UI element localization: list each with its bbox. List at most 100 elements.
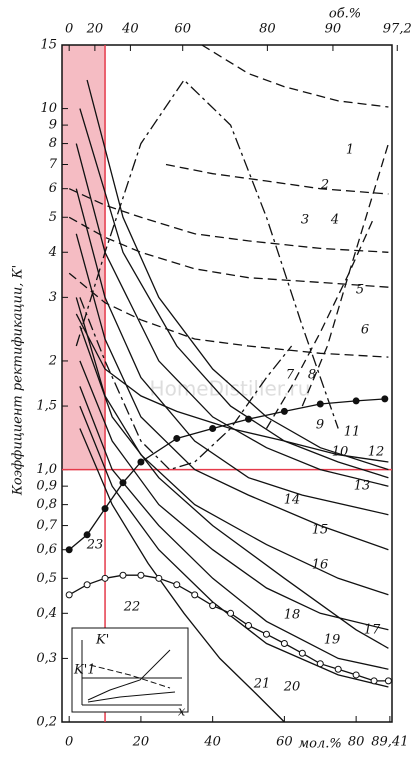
curve-label: 1 <box>346 143 354 158</box>
curve <box>165 163 389 195</box>
curve-label: 8 <box>308 368 316 383</box>
y-tick-label: 0,2 <box>36 715 57 730</box>
curve-label: 19 <box>324 633 341 648</box>
point <box>101 505 109 513</box>
curve <box>79 386 389 670</box>
inset-curve <box>87 691 176 703</box>
point <box>334 665 342 673</box>
point <box>209 424 217 432</box>
curve-label: 9 <box>316 418 324 433</box>
point <box>137 458 145 466</box>
curve-label: 13 <box>354 479 371 494</box>
curve <box>79 108 389 479</box>
curve-label: 20 <box>283 680 301 695</box>
inset-curve <box>87 649 171 701</box>
x2-tick-label: 40 <box>121 22 139 37</box>
x-tick-label: 0 <box>65 735 73 750</box>
x2-tick-label: 97,2 <box>383 22 411 37</box>
x2-tick-label: 80 <box>259 22 276 37</box>
x-tick-label: 89,41 <box>371 735 408 750</box>
curve <box>79 405 389 688</box>
x2-axis-label: об.% <box>329 7 361 22</box>
point <box>173 434 181 442</box>
y-tick-label: 7 <box>49 157 58 172</box>
point <box>381 395 389 403</box>
y-tick-label: 9 <box>49 118 57 133</box>
point <box>384 677 392 685</box>
y-tick-label: 3 <box>49 290 57 305</box>
curve-label: 11 <box>344 425 361 440</box>
curve <box>201 44 389 108</box>
point <box>119 571 127 579</box>
curve-label: 18 <box>284 608 301 623</box>
x2-tick-label: 60 <box>174 22 191 37</box>
curve <box>68 188 389 253</box>
point <box>83 581 91 589</box>
point <box>65 591 73 599</box>
x2-tick-label: 20 <box>86 22 104 37</box>
point <box>316 660 324 668</box>
watermark: HomeDistiller.ru <box>150 377 311 401</box>
point <box>65 546 73 554</box>
curve <box>265 217 375 429</box>
curve <box>75 233 389 551</box>
curve <box>75 313 389 463</box>
point <box>280 407 288 415</box>
curve <box>79 428 285 723</box>
curve-label: 14 <box>284 493 301 508</box>
inset-curve <box>89 664 171 689</box>
curve <box>75 143 389 487</box>
inset-y-label: K' <box>95 633 109 648</box>
point <box>83 531 91 539</box>
curve <box>86 79 389 471</box>
point <box>245 415 253 423</box>
highlight-region <box>62 45 106 470</box>
curve-label: 4 <box>330 213 339 228</box>
x2-tick-label: 0 <box>65 22 73 37</box>
curve-label: 23 <box>86 538 104 553</box>
y-tick-label: 15 <box>40 38 57 53</box>
y-tick-label: 1,0 <box>36 462 57 477</box>
curve-label: 12 <box>368 445 385 460</box>
y-tick-label: 0,5 <box>36 571 57 586</box>
curve <box>68 398 385 551</box>
point <box>137 571 145 579</box>
inset-ref-label: K'1 <box>73 663 96 678</box>
curve-label: 16 <box>312 558 329 573</box>
y-tick-label: 0,7 <box>36 518 57 533</box>
y-tick-label: 10 <box>40 101 57 116</box>
point <box>280 639 288 647</box>
y-tick-label: 0,8 <box>36 497 57 512</box>
y-tick-label: 0,6 <box>36 542 57 557</box>
inset: K' K'1 x <box>71 627 189 720</box>
point <box>119 479 127 487</box>
x-tick-label: 20 <box>132 735 150 750</box>
x-axis-label: мол.% <box>298 737 341 752</box>
y-tick-label: 2 <box>48 353 57 368</box>
y-tick-label: 6 <box>49 181 57 196</box>
curve-label: 7 <box>286 368 295 383</box>
inset-x-label: x <box>178 705 186 720</box>
point <box>370 677 378 685</box>
y-tick-label: 4 <box>48 245 57 260</box>
curve-label: 6 <box>361 323 369 338</box>
x2-tick-label: 90 <box>325 22 342 37</box>
curve-label: 2 <box>320 178 329 193</box>
curve <box>79 360 389 631</box>
x-tick-label: 40 <box>203 735 221 750</box>
y-tick-label: 0,9 <box>36 479 57 494</box>
point <box>245 622 253 630</box>
point <box>227 609 235 617</box>
point <box>173 581 181 589</box>
point <box>298 649 306 657</box>
curve-label: 22 <box>123 600 141 615</box>
y-tick-label: 0,4 <box>36 606 57 621</box>
curve-label: 21 <box>253 677 271 692</box>
point <box>352 671 360 679</box>
plot-frame <box>61 44 393 723</box>
point <box>155 574 163 582</box>
point <box>209 602 217 610</box>
y-axis-label: Коэффициент ректификации, К' <box>11 265 26 496</box>
curve <box>68 272 389 358</box>
